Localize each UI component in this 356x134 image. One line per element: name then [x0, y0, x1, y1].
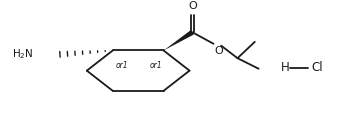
Text: O: O [214, 46, 223, 56]
Text: or1: or1 [149, 61, 162, 70]
Text: H: H [281, 61, 290, 74]
Text: H$_2$N: H$_2$N [12, 47, 33, 61]
Polygon shape [164, 30, 194, 51]
Text: or1: or1 [116, 61, 128, 70]
Text: O: O [188, 1, 197, 11]
Text: Cl: Cl [312, 61, 323, 74]
